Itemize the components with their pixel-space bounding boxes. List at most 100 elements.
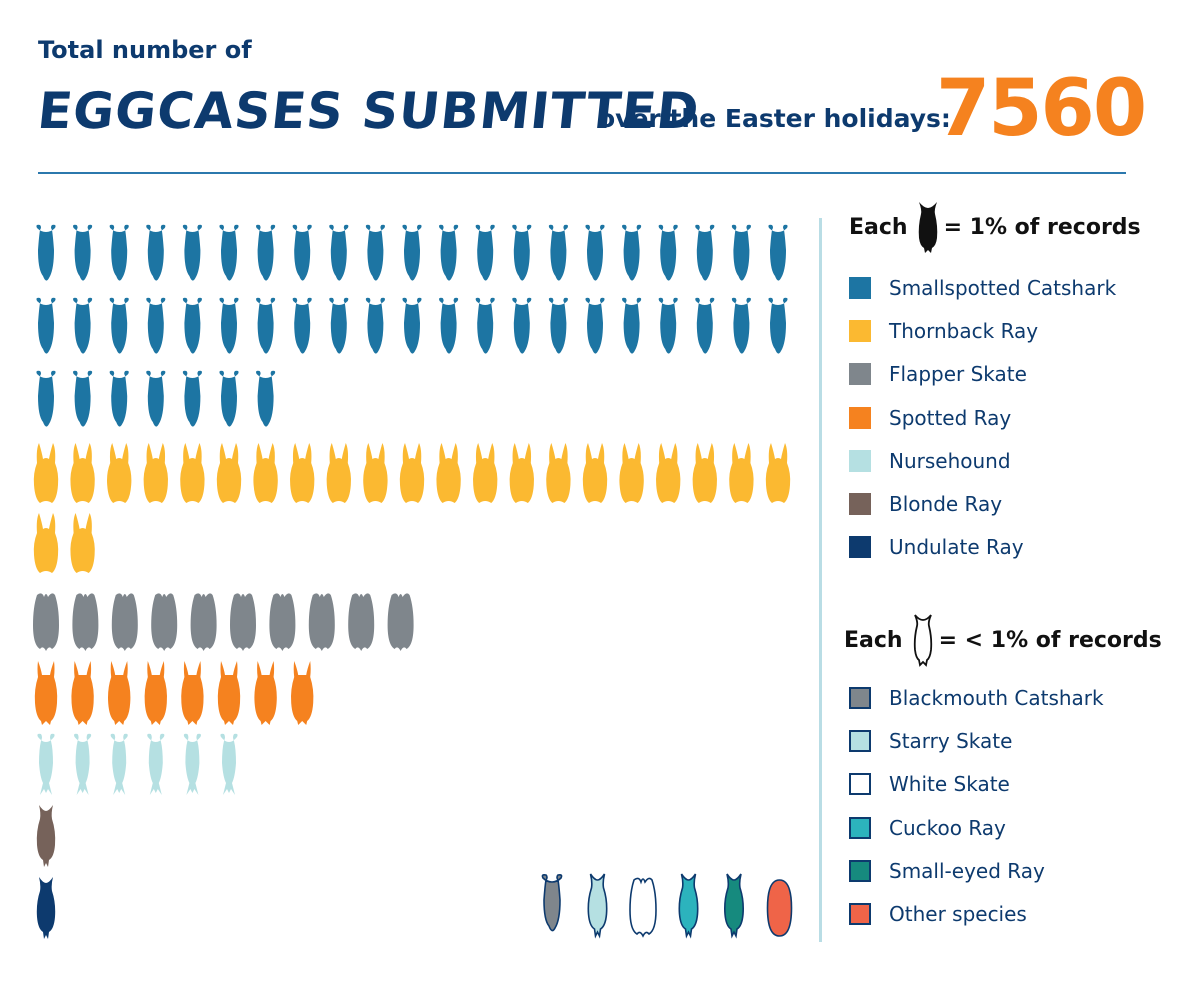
legend-item: Smallspotted Catshark xyxy=(849,266,1116,309)
legend-label: Flapper Skate xyxy=(889,362,1027,387)
eggcase-mark xyxy=(190,593,217,651)
eggcase-mark xyxy=(253,443,278,503)
eggcase-mark xyxy=(181,661,204,725)
eggcase-mark xyxy=(622,224,642,281)
eggcase-mark xyxy=(33,513,59,573)
eggcase-mark xyxy=(219,297,239,354)
eggcase-mark xyxy=(326,443,351,503)
eggcase-mark xyxy=(729,443,754,503)
black-eggcase-icon xyxy=(918,202,937,253)
legend-label: White Skate xyxy=(889,772,1010,797)
legend-divider xyxy=(819,218,822,942)
eggcase-mark xyxy=(73,224,93,281)
eggcase-mark xyxy=(216,443,242,503)
legend-label: Undulate Ray xyxy=(889,535,1024,560)
eggcase-mark xyxy=(269,593,296,651)
eggcase-mark xyxy=(109,370,129,427)
total-count: 7560 xyxy=(936,64,1147,154)
eggcase-mark xyxy=(290,443,315,503)
eggcase-mark xyxy=(387,593,414,651)
minor-eggcase-mark xyxy=(587,873,608,939)
eggcase-mark xyxy=(144,661,167,725)
legend-label: Starry Skate xyxy=(889,728,1013,753)
eggcase-mark xyxy=(402,297,422,354)
legend-heading-major-suffix: = 1% of records xyxy=(943,214,1141,240)
legend-item: Blackmouth Catshark xyxy=(849,676,1104,719)
eggcase-mark xyxy=(585,224,605,281)
eggcase-mark xyxy=(619,443,644,503)
legend-swatch xyxy=(849,493,871,516)
eggcase-mark xyxy=(73,297,93,354)
eggcase-mark xyxy=(146,297,166,354)
legend-heading-minor: Each = < 1% of records xyxy=(844,612,1162,668)
eggcase-mark xyxy=(292,297,312,354)
legend-swatch xyxy=(849,903,871,926)
legend-swatch xyxy=(849,686,871,709)
eggcase-mark xyxy=(765,443,791,503)
eggcase-mark xyxy=(473,443,498,503)
eggcase-mark xyxy=(695,224,715,281)
eggcase-mark xyxy=(658,224,678,281)
minor-eggcase-mark xyxy=(724,873,744,939)
legend-swatch xyxy=(849,276,871,299)
eggcase-mark xyxy=(111,593,138,651)
eggcase-mark xyxy=(182,370,202,427)
eggcase-mark xyxy=(585,297,605,354)
eggcase-mark xyxy=(72,593,99,651)
eggcase-mark xyxy=(71,661,94,725)
eggcase-mark xyxy=(402,224,422,281)
eggcase-mark xyxy=(329,224,349,281)
eggcase-mark xyxy=(33,593,59,651)
eggcase-mark xyxy=(74,733,92,795)
eggcase-mark xyxy=(256,370,276,427)
eggcase-mark xyxy=(692,443,717,503)
eggcase-mark xyxy=(36,224,56,281)
eggcase-mark xyxy=(512,224,532,281)
legend-item: Other species xyxy=(849,892,1104,935)
header-divider xyxy=(38,172,1126,174)
eggcase-mark xyxy=(34,661,58,725)
eggcase-mark xyxy=(475,297,495,354)
eggcase-mark xyxy=(622,297,642,354)
eggcase-mark xyxy=(256,224,276,281)
eggcase-mark xyxy=(220,733,238,795)
legend-item: Blonde Ray xyxy=(849,482,1116,525)
eggcase-mark xyxy=(36,297,56,354)
eggcase-mark xyxy=(731,224,751,281)
minor-eggcase-mark xyxy=(541,874,563,932)
legend-label: Small-eyed Ray xyxy=(889,858,1045,883)
legend-label: Nursehound xyxy=(889,448,1011,473)
eggcase-mark xyxy=(308,593,335,651)
legend-item: White Skate xyxy=(849,763,1104,806)
eggcase-mark xyxy=(36,805,56,867)
page-title-suffix: over the Easter holidays: xyxy=(598,104,951,133)
eggcase-mark xyxy=(146,224,166,281)
legend-heading-major-prefix: Each xyxy=(849,214,908,240)
legend-item: Starry Skate xyxy=(849,719,1104,762)
legend-label: Thornback Ray xyxy=(889,318,1039,343)
legend-label: Cuckoo Ray xyxy=(889,815,1006,840)
legend-swatch xyxy=(849,729,871,752)
eggcase-mark xyxy=(183,733,201,795)
eggcase-mark xyxy=(348,593,375,651)
eggcase-mark xyxy=(548,224,568,281)
eggcase-mark xyxy=(180,443,205,503)
eggcase-mark xyxy=(182,224,202,281)
header-subtitle: Total number of xyxy=(38,36,252,64)
eggcase-mark xyxy=(254,661,277,725)
legend-item: Undulate Ray xyxy=(849,526,1116,569)
eggcase-mark xyxy=(439,297,459,354)
legend-heading-minor-suffix: = < 1% of records xyxy=(938,627,1162,653)
legend-heading-major: Each = 1% of records xyxy=(849,200,1141,254)
eggcase-mark xyxy=(329,297,349,354)
eggcase-mark xyxy=(695,297,715,354)
eggcase-mark xyxy=(217,661,241,725)
legend-minor-list: Blackmouth Catshark Starry Skate White Ska… xyxy=(849,676,1104,936)
eggcase-mark xyxy=(143,443,168,503)
eggcase-mark xyxy=(33,443,59,503)
eggcase-mark xyxy=(37,733,55,795)
eggcase-mark xyxy=(147,733,165,795)
eggcase-mark xyxy=(70,443,95,503)
eggcase-mark xyxy=(291,661,314,725)
legend-item: Spotted Ray xyxy=(849,396,1116,439)
